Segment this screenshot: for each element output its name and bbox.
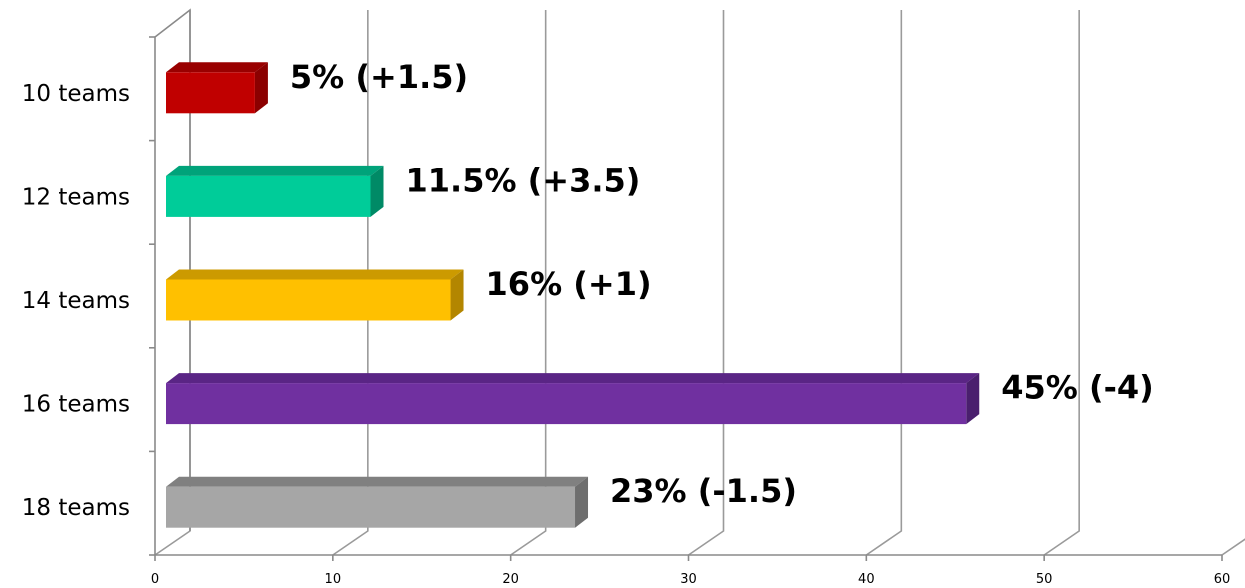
bar-side-face <box>966 373 980 425</box>
bar-layer <box>166 62 980 528</box>
bar-16-teams <box>166 373 980 425</box>
x-tick-label: 60 <box>1214 572 1231 587</box>
data-label: 23% (-1.5) <box>610 472 797 510</box>
data-label: 16% (+1) <box>486 265 652 303</box>
gridline-40 <box>865 10 903 556</box>
gridline-20 <box>510 10 547 556</box>
data-label: 5% (+1.5) <box>290 58 468 96</box>
bar-front-face <box>166 383 967 425</box>
data-label: 11.5% (+3.5) <box>406 161 641 199</box>
y-tick-label: 16 teams <box>22 392 130 418</box>
bar-18-teams <box>166 476 589 528</box>
x-tick-label: 30 <box>680 572 697 587</box>
label-layer: 0 10 20 30 40 50 60 10 teams 5% (+1.5) 12 teams 11… <box>22 58 1231 587</box>
bar-front-face <box>166 486 576 528</box>
gridline-60 <box>1221 538 1245 556</box>
bar-front-face <box>166 72 255 114</box>
x-tick-label: 50 <box>1036 572 1053 587</box>
bar-side-face <box>370 165 384 217</box>
x-tick-label: 20 <box>502 572 519 587</box>
bar-top-face <box>166 62 268 73</box>
bar-12-teams <box>166 165 384 217</box>
bar-14-teams <box>166 269 464 321</box>
y-tick-label: 14 teams <box>22 288 130 314</box>
bar-top-face <box>166 165 384 176</box>
y-tick-label: 18 teams <box>22 495 130 521</box>
bar-front-face <box>166 175 371 217</box>
x-tick-label: 0 <box>151 572 159 587</box>
y-tick-label: 12 teams <box>22 184 130 210</box>
bar-front-face <box>166 279 451 321</box>
bar-side-face <box>575 476 589 528</box>
x-tick-label: 10 <box>325 572 342 587</box>
x-tick-label: 40 <box>858 572 875 587</box>
bar-top-face <box>166 476 589 487</box>
y-tick-label: 10 teams <box>22 81 130 107</box>
gridline-50 <box>1043 10 1080 556</box>
bar-10-teams <box>166 62 268 114</box>
bar-top-face <box>166 373 980 384</box>
bar-side-face <box>450 269 464 321</box>
data-label: 45% (-4) <box>1001 369 1154 407</box>
bar-top-face <box>166 269 464 280</box>
bar-side-face <box>254 62 268 114</box>
gridline-30 <box>688 10 725 556</box>
